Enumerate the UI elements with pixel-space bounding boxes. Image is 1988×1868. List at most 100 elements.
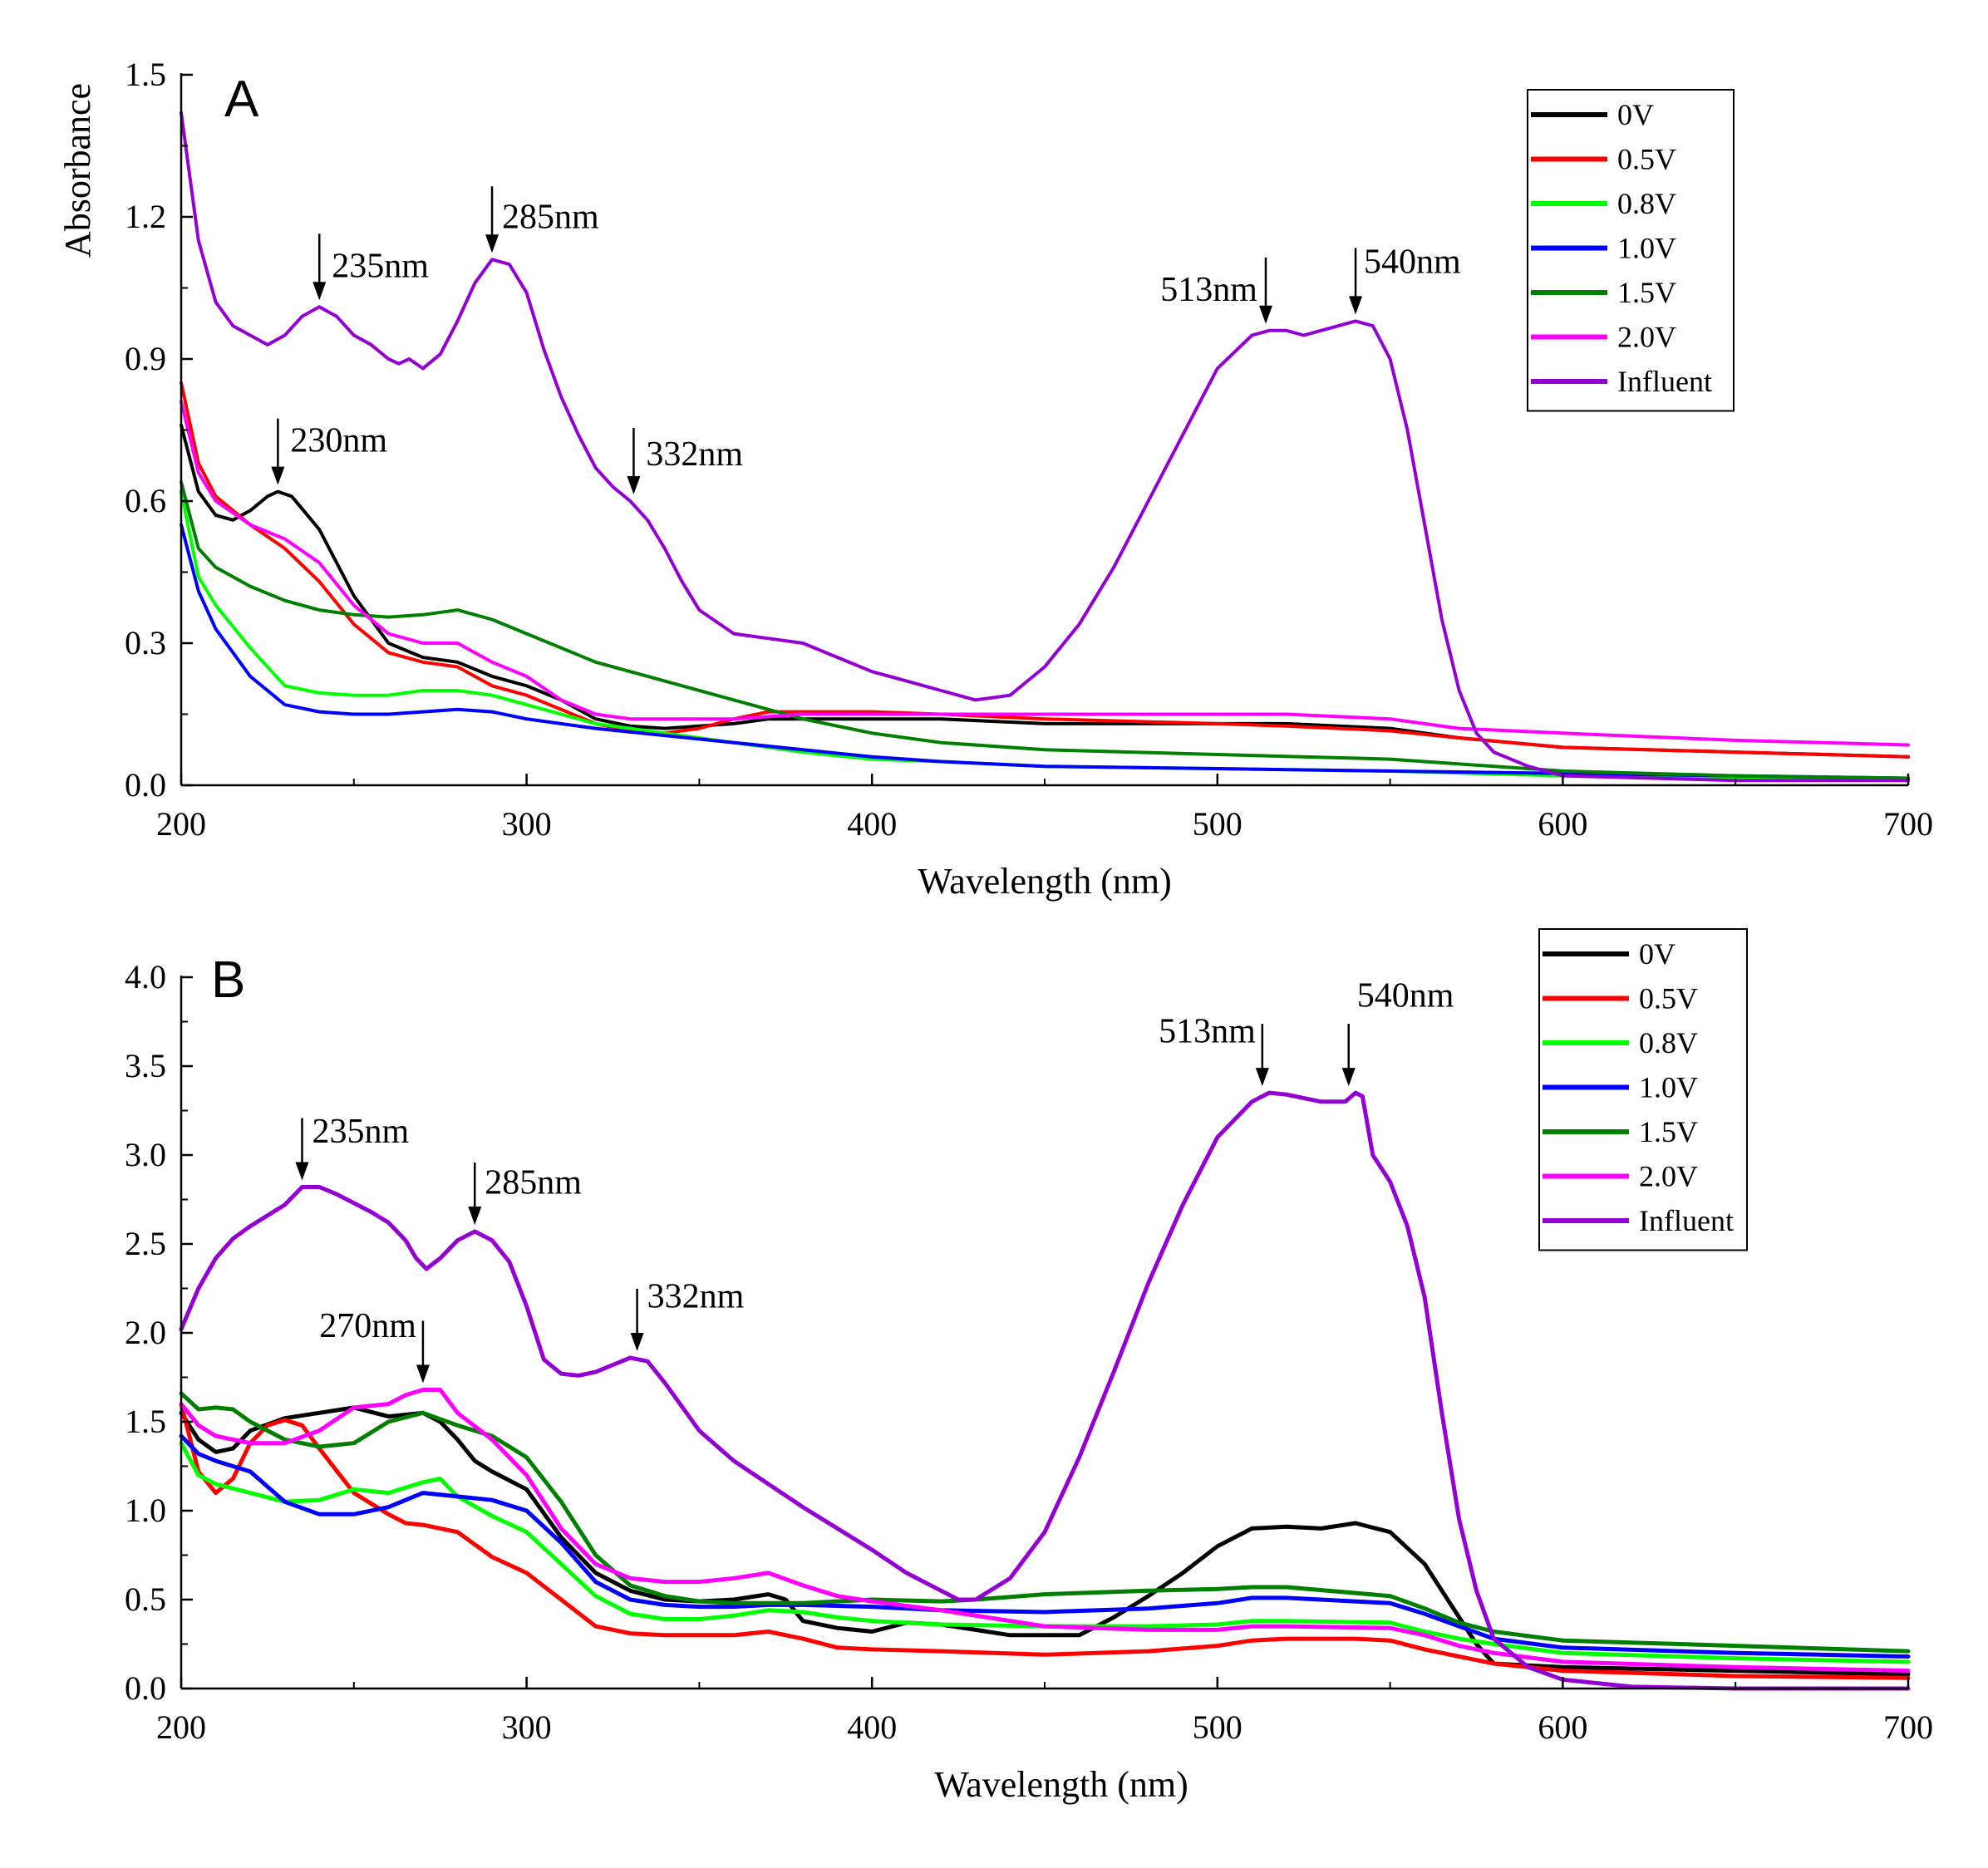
panel-b-y-tick-label: 1.0 xyxy=(125,1492,166,1529)
panel-a-x-axis-title: Wavelength (nm) xyxy=(918,861,1172,902)
panel-b-series-influent xyxy=(179,1090,1911,1691)
panel-b-legend-label: 0.8V xyxy=(1639,1026,1698,1059)
panel-a-x-tick-label: 700 xyxy=(1883,805,1933,843)
panel-a-annotation-label: 513nm xyxy=(1160,271,1257,309)
panel-b-y-tick-label: 3.5 xyxy=(125,1047,166,1084)
panel-b-legend-label: Influent xyxy=(1639,1204,1734,1237)
panel-b-y-tick-label: 1.5 xyxy=(125,1403,166,1440)
panel-b-x-tick-label: 500 xyxy=(1193,1708,1242,1746)
panel-a-x-tick-label: 600 xyxy=(1538,805,1587,843)
panel-a-annotation-arrowhead xyxy=(312,282,327,301)
panel-b-annotation-label: 540nm xyxy=(1357,977,1454,1015)
panel-b-series-2-0v xyxy=(179,1388,1911,1674)
panel-a-annotation-arrowhead xyxy=(1349,296,1363,315)
panel-a-annotation: 540nm xyxy=(1349,243,1461,315)
panel-a-annotation: 513nm xyxy=(1160,257,1272,324)
panel-b-y-tick-label: 4.0 xyxy=(125,958,166,995)
panel-a-x-tick-label: 500 xyxy=(1193,805,1242,843)
panel-b-x-tick-label: 700 xyxy=(1883,1708,1933,1746)
panel-b-annotation-arrowhead xyxy=(630,1332,644,1351)
panel-a-annotation-arrowhead xyxy=(1258,305,1272,324)
panel-a-y-tick-label: 1.2 xyxy=(125,198,166,235)
panel-a-annotation-label: 285nm xyxy=(502,198,599,236)
panel-a-legend-label: 2.0V xyxy=(1617,321,1676,354)
panel-a-y-tick-label: 0.9 xyxy=(125,340,166,377)
panel-b-y-tick-label: 2.0 xyxy=(125,1314,166,1351)
panel-b-letter: B xyxy=(211,951,245,1009)
panel-a-series-0v xyxy=(180,423,1910,759)
panel-a-x-tick-label: 400 xyxy=(847,805,897,843)
panel-a-annotation-arrowhead xyxy=(271,466,285,485)
panel-b-annotation-arrowhead xyxy=(416,1364,430,1384)
panel-b-annotation: 332nm xyxy=(630,1277,745,1351)
panel-b-series-1-5v xyxy=(179,1391,1911,1654)
panel-a-annotation: 230nm xyxy=(271,418,387,485)
panel-a-y-tick-label: 0.6 xyxy=(125,482,166,519)
panel-b-series-0v xyxy=(179,1405,1911,1677)
panel-a-annotation: 285nm xyxy=(485,186,599,253)
panel-b-annotation-arrowhead xyxy=(1255,1068,1269,1087)
panel-a-annotation-label: 332nm xyxy=(646,435,743,474)
panel-a-legend-label: 0.5V xyxy=(1617,143,1676,176)
panel-b-x-tick-label: 600 xyxy=(1538,1708,1587,1746)
panel-b-annotation-arrowhead xyxy=(468,1207,482,1226)
panel-a-annotation-arrowhead xyxy=(485,234,499,253)
panel-a-x-tick-label: 200 xyxy=(156,805,206,843)
panel-a-y-axis-title: Absorbance xyxy=(57,83,98,258)
panel-a-annotation: 332nm xyxy=(627,428,743,494)
panel-a-legend-label: 1.5V xyxy=(1617,276,1676,309)
panel-b-annotation-label: 513nm xyxy=(1159,1013,1256,1051)
panel-b-annotation: 540nm xyxy=(1341,977,1454,1087)
panel-a-series-0-5v xyxy=(180,381,1910,759)
panel-a-legend-label: 0.8V xyxy=(1617,187,1676,220)
panel-b-series-1-0v xyxy=(179,1433,1911,1659)
panel-a-annotation-label: 230nm xyxy=(290,422,387,460)
panel-a-y-tick-label: 0.3 xyxy=(125,624,166,661)
panel-a-legend: 0V 0.5V 0.8V 1.0V 1.5V 2.0V Influent xyxy=(1527,89,1735,412)
panel-b-annotation: 285nm xyxy=(468,1163,582,1226)
panel-b-annotation-label: 332nm xyxy=(647,1277,745,1315)
panel-a-letter: A xyxy=(224,71,259,128)
panel-b-y-tick-label: 0.5 xyxy=(125,1580,166,1618)
panel-b-legend: 0V 0.5V 0.8V 1.0V 1.5V 2.0V Influent xyxy=(1538,928,1748,1251)
panel-b-x-tick-label: 400 xyxy=(847,1708,897,1746)
panel-a-annotation-arrowhead xyxy=(627,476,641,494)
panel-a-legend-label: 1.0V xyxy=(1617,232,1676,265)
panel-b-y-tick-label: 0.0 xyxy=(125,1669,166,1707)
panel-b-y-tick-label: 2.5 xyxy=(125,1225,166,1262)
panel-a-series-1-5v xyxy=(180,480,1910,780)
panel-a-x-tick-label: 300 xyxy=(502,805,552,843)
panel-a-legend-label: 0V xyxy=(1617,98,1654,131)
panel-b-series-0-8v xyxy=(179,1441,1911,1664)
panel-b: 200 300 400 500 600 700 0.0 0.5 1.0 1.5 2.0 2.5 3.0 3… xyxy=(125,928,1933,1805)
panel-b-annotation: 270nm xyxy=(319,1307,430,1384)
panel-a-annotation-label: 235nm xyxy=(332,247,429,285)
panel-b-legend-label: 0V xyxy=(1639,937,1676,971)
panel-a-series-2-0v xyxy=(180,400,1910,747)
panel-a: 200 300 400 500 600 700 0.0 0.3 0.6 0.9 1.2 1.5 Wave… xyxy=(57,56,1933,902)
panel-b-annotation: 513nm xyxy=(1159,1013,1269,1087)
panel-a-annotation: 235nm xyxy=(312,234,429,301)
panel-b-annotation-label: 235nm xyxy=(312,1113,409,1151)
panel-b-series-0-5v xyxy=(179,1402,1911,1680)
panel-b-legend-label: 1.0V xyxy=(1639,1071,1698,1104)
panel-a-series-1-0v xyxy=(180,523,1910,780)
panel-b-legend-label: 1.5V xyxy=(1639,1115,1698,1148)
panel-b-annotation-arrowhead xyxy=(1341,1068,1356,1087)
panel-b-annotation-label: 285nm xyxy=(485,1164,582,1202)
panel-b-y-tick-label: 3.0 xyxy=(125,1136,166,1173)
panel-b-annotation: 235nm xyxy=(295,1113,409,1181)
panel-a-y-tick-label: 0.0 xyxy=(125,766,166,804)
panel-b-x-tick-label: 300 xyxy=(502,1708,552,1746)
panel-a-y-tick-label: 1.5 xyxy=(125,56,166,93)
panel-b-legend-label: 2.0V xyxy=(1639,1160,1698,1193)
panel-a-series-influent xyxy=(180,111,1910,783)
panel-b-legend-label: 0.5V xyxy=(1639,982,1698,1015)
panel-b-x-axis-title: Wavelength (nm) xyxy=(934,1764,1188,1805)
panel-b-annotation-arrowhead xyxy=(295,1162,309,1181)
panel-b-x-tick-label: 200 xyxy=(156,1708,206,1746)
panel-a-annotation-label: 540nm xyxy=(1364,243,1461,281)
panel-a-legend-label: Influent xyxy=(1617,365,1712,398)
panel-b-annotation-label: 270nm xyxy=(319,1307,416,1345)
